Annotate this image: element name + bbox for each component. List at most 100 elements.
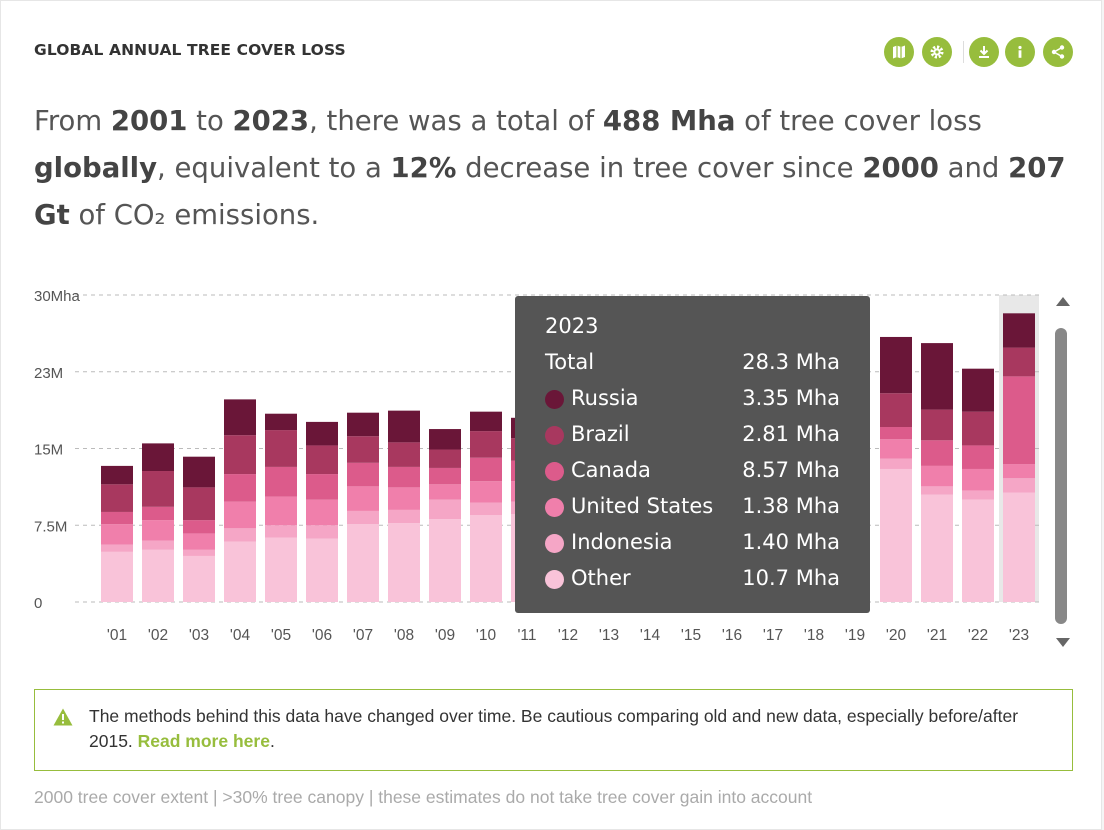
bar-segment [347,524,379,602]
tooltip-year: 2023 [545,314,599,338]
x-tick-label: '18 [804,627,824,644]
bar-segment [347,486,379,511]
settings-button[interactable] [922,37,952,67]
percent-decrease: 12% [390,152,457,184]
x-tick-label: '16 [722,627,742,644]
bar-segment [224,399,256,436]
info-button[interactable] [1005,37,1035,67]
tooltip-row-label: United States [571,494,714,518]
tree-cover-loss-chart: 0 7.5M 15M 23M 30Mha '01 '02 '03 '04 '05 '06 '07 '08… [34,288,1041,644]
x-tick-label: '02 [148,627,168,644]
bar-segment [183,487,215,521]
read-more-link[interactable]: Read more here [137,731,270,751]
bar-segment [429,484,461,500]
bar-segment [142,549,174,602]
legend-dot [545,390,564,409]
legend-dot [545,426,564,445]
tooltip-total-row: Total 28.3 Mha [545,350,840,380]
bar-segment [429,449,461,468]
bar-segment [183,555,215,602]
bar-segment [142,540,174,550]
start-year: 2001 [110,105,188,137]
bar-segment [470,411,502,432]
bar-segment [388,509,420,524]
bar-segment [470,457,502,482]
map-icon [893,45,905,59]
bar-segment [429,499,461,520]
bar-segment [101,465,133,485]
bar-segment [880,336,912,394]
tooltip-row-value: 8.57 Mha [742,458,840,482]
tooltip-row-value: 10.7 Mha [742,566,840,590]
bar-segment [142,443,174,472]
bar-segment [388,523,420,602]
bar-segment [429,519,461,602]
scroll-up-arrow[interactable] [1056,297,1070,306]
tooltip-row: Other 10.7 Mha [545,566,840,596]
x-tick-label: '07 [353,627,373,644]
bar-segment [880,439,912,459]
bar-segment [1003,376,1035,465]
x-tick-label: '11 [517,627,536,644]
bar-segment [388,466,420,488]
base-year: 2000 [862,152,939,184]
settings-icon [930,45,944,59]
bar-segment [962,490,994,500]
y-tick-label: 30Mha [34,288,81,305]
x-tick-label: '04 [230,627,251,644]
bar-segment [306,474,338,500]
bar-segment [429,467,461,485]
x-tick-label: '09 [435,627,455,644]
bar-segment [142,506,174,521]
bar-segment [101,551,133,602]
download-button[interactable] [969,37,999,67]
bar-segment [962,445,994,469]
bar-segment [921,440,953,466]
x-tick-label: '06 [312,627,332,644]
x-tick-label: '05 [271,627,291,644]
end-year: 2023 [232,105,310,137]
warning-icon [53,708,73,726]
bar-segment [470,515,502,602]
notice-text: The methods behind this data have change… [89,706,1019,751]
bar-segment [880,458,912,469]
bar-segment [921,494,953,602]
scrollbar[interactable] [1055,328,1067,624]
x-tick-label: '19 [845,627,865,644]
bar-segment [429,429,461,450]
bar-segment [962,368,994,412]
bar-segment [470,502,502,516]
map-button[interactable] [884,37,914,67]
x-tick-label: '13 [599,627,619,644]
bar-segment [1003,313,1035,348]
total-loss: 488 Mha [602,105,736,137]
footnote: 2000 tree cover extent | >30% tree canop… [34,787,813,807]
info-icon [1018,45,1022,58]
x-tick-label: '03 [189,627,209,644]
tooltip-total-value: 28.3 Mha [742,350,840,374]
bar-segment [224,501,256,529]
tooltip-row: Canada 8.57 Mha [545,458,840,488]
tooltip-row-value: 2.81 Mha [742,422,840,446]
bar-segment [921,486,953,495]
bar-segment [306,538,338,602]
bar-segment [347,412,379,437]
bar-segment [921,409,953,441]
tooltip-row: United States 1.38 Mha [545,494,840,524]
x-tick-label: '10 [476,627,497,644]
tooltip-row: Russia 3.35 Mha [545,386,840,416]
bar-segment [962,411,994,446]
bar-segment [470,481,502,503]
bar-segment [224,474,256,502]
bar-segment [388,442,420,467]
share-button[interactable] [1043,37,1073,67]
scroll-down-arrow[interactable] [1056,638,1070,647]
bar-segment [101,544,133,552]
bar-segment [880,393,912,428]
x-tick-label: '14 [640,627,661,644]
bar-segment [388,410,420,443]
bar-segment [183,549,215,556]
y-tick-label: 0 [34,595,42,612]
bar-segment [1003,464,1035,479]
location: globally [34,152,158,184]
